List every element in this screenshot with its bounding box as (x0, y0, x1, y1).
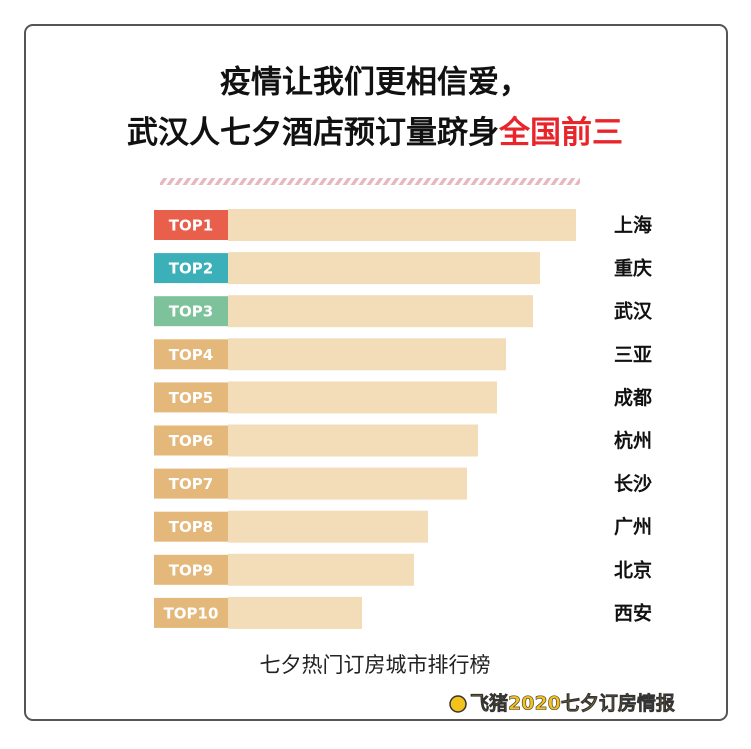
rank-label: TOP8 (169, 518, 213, 536)
city-label: 武汉 (614, 301, 653, 323)
rank-badge (154, 554, 228, 585)
bar (228, 553, 414, 586)
city-label: 西安 (614, 601, 652, 624)
rank-label: TOP10 (164, 604, 219, 622)
rank-label: TOP6 (169, 432, 213, 450)
bar (228, 596, 362, 629)
caption: 七夕热门订房城市排行榜 (260, 653, 491, 677)
rank-badge (154, 296, 228, 327)
city-label: 长沙 (614, 473, 652, 495)
bar (228, 424, 478, 457)
rank-badge (154, 468, 228, 499)
title-line: 疫情让我们更相信爱， (220, 65, 530, 101)
rank-label: TOP3 (169, 303, 213, 321)
brand-icon (449, 695, 467, 713)
bar (228, 295, 533, 328)
rank-label: TOP4 (169, 346, 213, 364)
bar (228, 467, 467, 500)
rank-badge (154, 597, 228, 628)
rank-label: TOP2 (169, 260, 213, 278)
bar (228, 381, 497, 414)
rank-label: TOP5 (169, 389, 213, 407)
rank-badge (154, 253, 228, 284)
divider (160, 178, 580, 185)
brand: 飞猪2020七夕订房情报 (470, 692, 675, 715)
rank-badge (154, 511, 228, 542)
city-label: 三亚 (614, 344, 652, 366)
bar (228, 338, 506, 371)
rank-label: TOP7 (169, 475, 213, 493)
rank-badge (154, 425, 228, 456)
bar (228, 510, 428, 543)
bar (228, 252, 540, 285)
city-label: 重庆 (614, 257, 652, 280)
title-line: 武汉人七夕酒店预订量跻身全国前三 (127, 115, 623, 151)
title-highlight: 全国前三 (498, 115, 623, 151)
rank-label: TOP1 (169, 217, 213, 235)
city-label: 广州 (614, 515, 652, 538)
rank-badge (154, 382, 228, 413)
city-label: 北京 (614, 558, 652, 581)
rank-label: TOP9 (169, 561, 213, 579)
rank-badge (154, 210, 228, 240)
frame (24, 24, 728, 721)
city-label: 成都 (614, 386, 652, 409)
city-label: 杭州 (614, 429, 652, 452)
rank-badge (154, 339, 228, 370)
title-text: 武汉人七夕酒店预订量跻身 (127, 115, 499, 151)
bar (228, 209, 576, 241)
city-label: 上海 (614, 214, 652, 237)
